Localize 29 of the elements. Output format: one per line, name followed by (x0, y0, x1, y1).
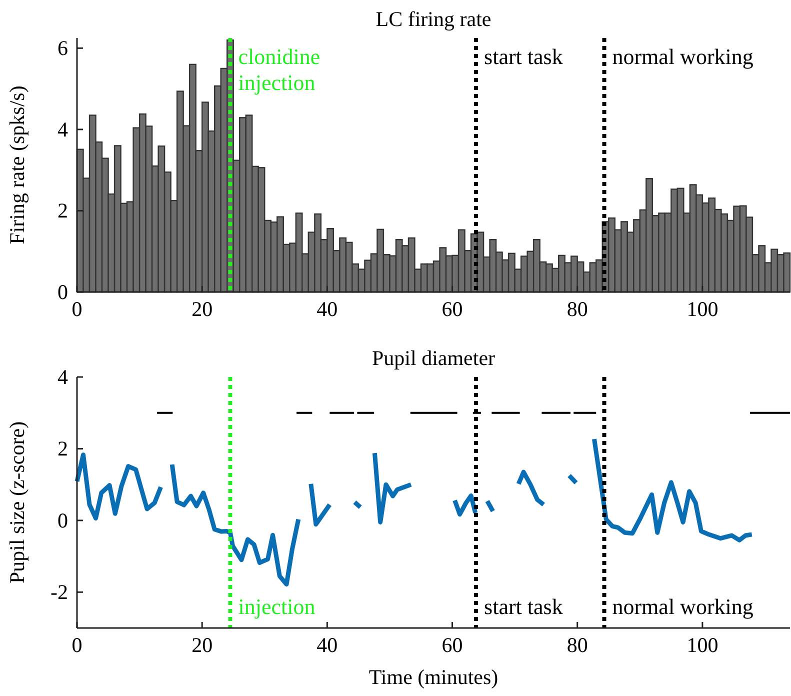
ref-line-label: start task (484, 594, 563, 619)
ref-line-label: normal working (612, 594, 754, 619)
chart-title: LC firing rate (376, 7, 492, 31)
y-tick-label: 4 (58, 365, 68, 389)
ref-line-label: normal working (612, 44, 754, 69)
chart-title: Pupil diameter (372, 346, 496, 370)
x-tick-label: 100 (686, 633, 718, 657)
x-tick-label: 60 (442, 633, 463, 657)
ref-line-label: injection (238, 594, 316, 619)
ref-line-label: clonidine injection (238, 44, 320, 95)
y-tick-label: -2 (50, 580, 68, 604)
x-tick-label: 20 (192, 297, 213, 321)
x-axis-title: Time (minutes) (368, 665, 498, 689)
y-tick-label: 2 (58, 436, 68, 461)
x-tick-label: 100 (686, 297, 718, 321)
y-tick-label: 0 (58, 508, 68, 532)
y-axis-title: Firing rate (spks/s) (5, 86, 29, 244)
y-axis-title: Pupil size (z-score) (5, 421, 29, 584)
x-tick-label: 40 (316, 633, 338, 657)
x-tick-label: 80 (566, 297, 588, 321)
y-tick-label: 4 (58, 117, 68, 142)
y-tick-label: 2 (58, 198, 68, 223)
x-tick-label: 80 (566, 633, 588, 657)
ref-line-label: start task (484, 44, 563, 69)
y-tick-label: 6 (58, 36, 68, 60)
y-tick-label: 0 (58, 280, 68, 304)
x-tick-label: 40 (316, 297, 338, 321)
x-tick-label: 60 (442, 297, 463, 321)
x-tick-label: 20 (192, 633, 213, 657)
